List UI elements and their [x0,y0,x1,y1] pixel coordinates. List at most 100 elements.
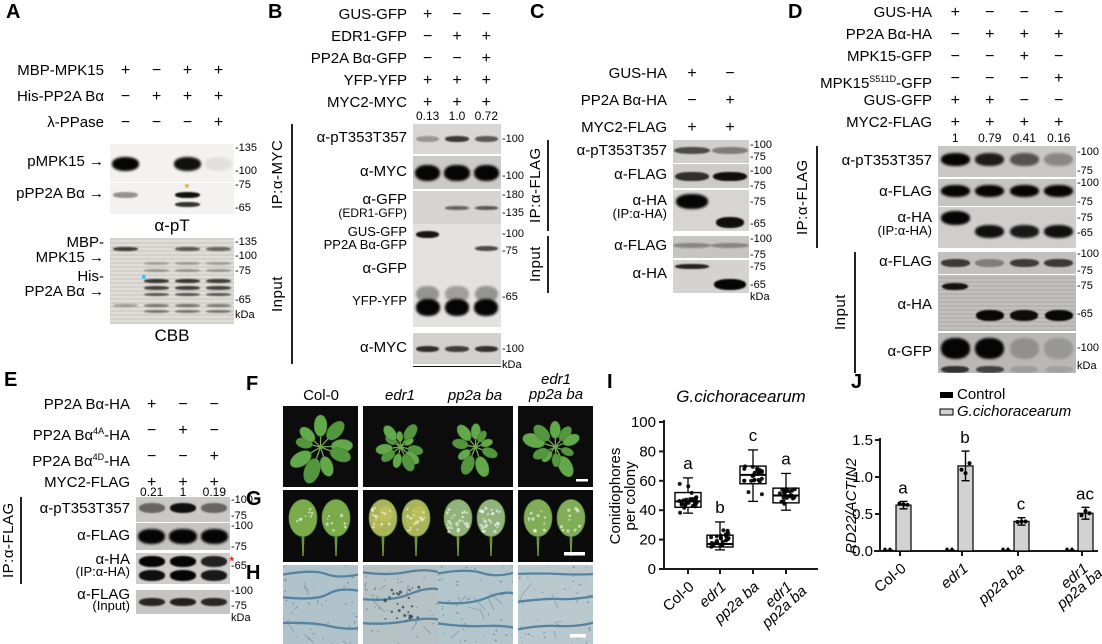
protein-band [716,217,744,229]
condition-symbol: + [452,72,462,89]
speckle [545,625,547,628]
cell-death-stain [407,611,410,614]
speckle [588,627,589,629]
leaf-blade [456,424,472,441]
chlorotic-patch [406,517,416,529]
molecular-weight-marker: -65 [235,201,251,214]
speckle [522,603,524,605]
protein-band [474,286,499,303]
speckle [441,578,444,580]
protein-band [941,365,970,373]
data-point [688,497,693,502]
speckle [312,585,314,587]
powdery-mildew-speck [447,530,451,534]
powdery-mildew-speck [413,510,415,512]
y-tick-label: 1.0 [852,469,873,486]
protein-band [144,310,169,314]
speckle [344,603,347,605]
blot-row-label: GUS-GFP [347,223,407,239]
powdery-mildew-speck [373,506,376,510]
leaf-blade [549,420,561,439]
powdery-mildew-speck [495,509,499,513]
condition-label: GUS-GFP [863,92,932,109]
treatment-bar [1013,520,1030,552]
powdery-mildew-speck [463,510,467,514]
powdery-mildew-speck [496,522,501,526]
speckle [407,614,409,616]
powdery-mildew-speck [412,514,415,516]
blot-strip [938,179,1076,206]
speckle [524,633,527,635]
powdery-mildew-speck [452,514,455,517]
protein-band [113,191,138,198]
protein-band [474,345,499,352]
infected-leaf-photo-svg [438,490,513,562]
speckle [371,594,374,597]
speckle [460,618,463,621]
speckle [585,577,587,580]
speckle [365,589,368,592]
condition-symbol: + [209,474,219,491]
speckle [382,599,384,601]
protein-band [144,303,169,307]
speckle [532,635,534,637]
boxplot-panel: G.cichoracearum Conidiophoresper colony 0 2… [604,378,856,644]
condition-label: MYC2-MYC [326,94,407,111]
protein-band [1044,153,1074,167]
speckle [558,625,561,628]
plant-rosette-photo-svg [283,406,358,487]
condition-symbol: − [481,6,491,23]
protein-band [415,230,440,238]
powdery-mildew-speck [493,529,497,534]
protein-band [175,262,200,266]
powdery-mildew-speck [461,515,464,519]
speckle [520,601,523,603]
cell-death-stain [408,597,410,599]
speckle [585,567,587,569]
molecular-weight-marker: kDa [231,611,251,624]
leaf-blade [557,456,574,478]
protein-band [414,164,441,181]
condition-symbol: + [1054,114,1064,131]
protein-band [415,345,440,352]
data-point [790,496,795,501]
molecular-weight-marker: -75 [1077,280,1093,293]
rosette-leaf [456,424,476,448]
powdery-mildew-speck [382,512,386,515]
trypan-blue-micrograph [434,564,517,644]
section-label: Input [269,276,286,312]
protein-band [940,153,970,167]
leaf-vein [359,587,442,601]
treatment-data-point [959,467,964,472]
speckle [587,601,590,604]
blot-row-label: α-FLAG [879,182,932,200]
data-point [678,510,683,515]
protein-band [175,303,200,307]
speckle [520,636,522,638]
y-tick-label: 0 [648,561,656,578]
data-point [781,499,786,503]
protein-band [1010,309,1039,321]
speckle [462,628,464,631]
trypan-blue-micrograph-svg [514,565,603,644]
leaf-blade [475,456,490,478]
y-tick-label: 1.5 [852,432,873,449]
infected-leaf-photo [438,490,513,562]
plant-rosette-photo [283,406,358,487]
molecular-weight-marker: -75 [1077,211,1093,224]
minor-vein [411,616,421,631]
condition-symbol: + [1054,26,1064,43]
speckle [295,606,298,609]
y-tick-label: 60 [639,473,656,490]
speckle [466,599,468,601]
speckle [431,614,433,617]
powdery-mildew-speck [540,510,543,513]
speckle [353,621,356,624]
speckle [346,581,349,584]
treatment-data-point [1087,511,1092,516]
powdery-mildew-speck [327,518,329,521]
condition-label: MPK15S511D-GFP [820,74,932,92]
powdery-mildew-speck [536,514,540,518]
powdery-mildew-speck [559,525,564,529]
